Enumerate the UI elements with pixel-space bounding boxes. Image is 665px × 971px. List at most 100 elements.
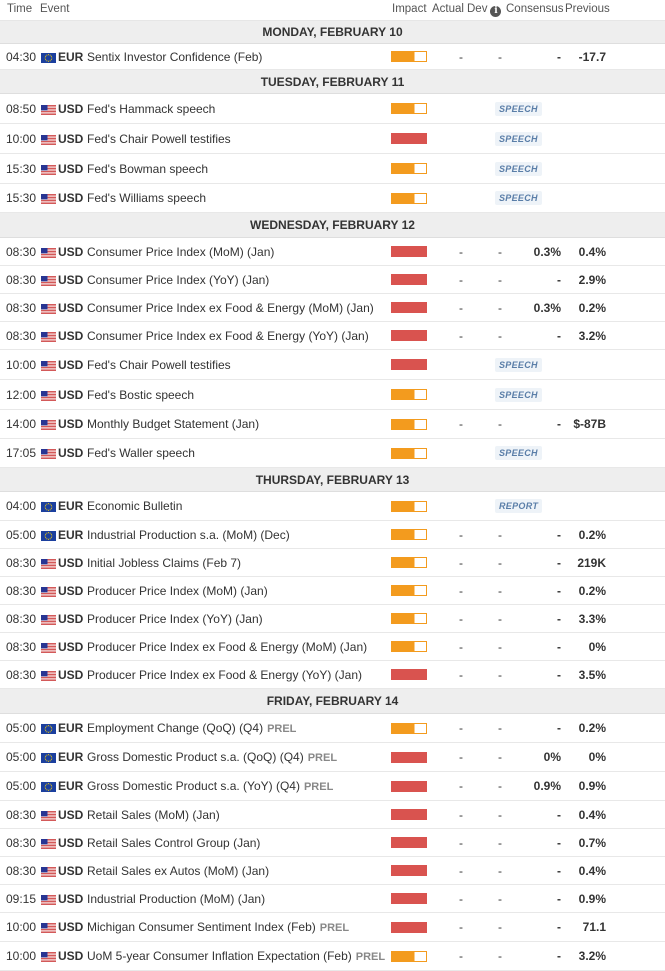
event-name-cell[interactable]: Monthly Budget Statement (Jan) xyxy=(87,417,259,431)
event-name[interactable]: Fed's Chair Powell testifies xyxy=(87,358,231,372)
event-name[interactable]: Gross Domestic Product s.a. (YoY) (Q4) xyxy=(87,779,300,793)
event-name[interactable]: Producer Price Index (YoY) (Jan) xyxy=(87,612,263,626)
column-header-previous[interactable]: Previous xyxy=(565,3,610,15)
event-name-cell[interactable]: Fed's Bowman speech xyxy=(87,162,208,176)
event-time: 10:00 xyxy=(6,920,37,934)
event-name-cell[interactable]: Consumer Price Index ex Food & Energy (M… xyxy=(87,301,374,315)
event-name-cell[interactable]: Initial Jobless Claims (Feb 7) xyxy=(87,556,241,570)
event-name[interactable]: Retail Sales ex Autos (MoM) (Jan) xyxy=(87,864,270,878)
event-name[interactable]: Producer Price Index ex Food & Energy (M… xyxy=(87,640,368,654)
event-name-cell[interactable]: Fed's Bostic speech xyxy=(87,388,194,402)
column-header-impact[interactable]: Impact xyxy=(392,3,427,15)
event-name-cell[interactable]: Economic Bulletin xyxy=(87,499,182,513)
info-icon[interactable]: i xyxy=(490,6,502,17)
event-row[interactable]: 05:00 EUR Industrial Production s.a. (MoM)… xyxy=(0,521,665,549)
event-name[interactable]: Retail Sales (MoM) (Jan) xyxy=(87,808,220,822)
event-row[interactable]: 10:00 USD Fed's Chair Powell testifies SPEE… xyxy=(0,350,665,380)
event-name[interactable]: Consumer Price Index (MoM) (Jan) xyxy=(87,245,275,259)
event-name[interactable]: Michigan Consumer Sentiment Index (Feb) xyxy=(87,920,316,934)
event-row[interactable]: 08:30 USD Consumer Price Index (MoM) (Jan)… xyxy=(0,238,665,266)
event-row[interactable]: 08:30 USD Consumer Price Index ex Food & E… xyxy=(0,322,665,350)
event-name-cell[interactable]: Producer Price Index ex Food & Energy (M… xyxy=(87,640,367,654)
event-row[interactable]: 08:30 USD Initial Jobless Claims (Feb 7) - -… xyxy=(0,549,665,577)
event-row[interactable]: 10:00 USD Fed's Chair Powell testifies SPEE… xyxy=(0,124,665,154)
event-name[interactable]: Producer Price Index ex Food & Energy (Y… xyxy=(87,668,363,682)
event-name[interactable]: Consumer Price Index (YoY) (Jan) xyxy=(87,273,270,287)
column-header-actual[interactable]: Actual xyxy=(432,3,464,15)
event-name[interactable]: Fed's Bowman speech xyxy=(87,162,209,176)
us-flag-icon xyxy=(41,951,56,962)
event-name[interactable]: UoM 5-year Consumer Inflation Expectatio… xyxy=(87,949,352,963)
event-row[interactable]: 10:00 USD Michigan Consumer Sentiment Inde… xyxy=(0,913,665,942)
column-header-dev[interactable]: Dev i xyxy=(467,3,502,17)
event-name[interactable]: Consumer Price Index ex Food & Energy (M… xyxy=(87,301,374,315)
event-name-cell[interactable]: Retail Sales Control Group (Jan) xyxy=(87,836,260,850)
event-name-cell[interactable]: Fed's Williams speech xyxy=(87,191,206,205)
event-row[interactable]: 12:00 USD Fed's Bostic speech SPEECH xyxy=(0,380,665,410)
column-header-time[interactable]: Time xyxy=(7,3,33,15)
event-name-cell[interactable]: Fed's Chair Powell testifies xyxy=(87,358,231,372)
event-name[interactable]: Producer Price Index (MoM) (Jan) xyxy=(87,584,268,598)
event-row[interactable]: 08:30 USD Producer Price Index (MoM) (Jan)… xyxy=(0,577,665,605)
event-name[interactable]: Gross Domestic Product s.a. (QoQ) (Q4) xyxy=(87,750,304,764)
event-name[interactable]: Initial Jobless Claims (Feb 7) xyxy=(87,556,242,570)
event-row[interactable]: 08:30 USD Producer Price Index (YoY) (Jan)… xyxy=(0,605,665,633)
event-name-cell[interactable]: Consumer Price Index (YoY) (Jan) xyxy=(87,273,269,287)
event-row[interactable]: 08:30 USD Producer Price Index ex Food & E… xyxy=(0,633,665,661)
event-row[interactable]: 10:00 USD UoM 5-year Consumer Inflation Ex… xyxy=(0,942,665,971)
column-header-consensus[interactable]: Consensus xyxy=(506,3,564,15)
event-name[interactable]: Fed's Williams speech xyxy=(87,191,206,205)
event-row[interactable]: 04:00 EUR Economic Bulletin REPORT xyxy=(0,492,665,521)
event-name-cell[interactable]: Gross Domestic Product s.a. (YoY) (Q4) PR… xyxy=(87,779,333,793)
event-row[interactable]: 09:15 USD Industrial Production (MoM) (Jan… xyxy=(0,885,665,913)
event-name[interactable]: Monthly Budget Statement (Jan) xyxy=(87,417,260,431)
event-name-cell[interactable]: Sentix Investor Confidence (Feb) xyxy=(87,50,262,64)
event-name[interactable]: Fed's Waller speech xyxy=(87,446,195,460)
event-row[interactable]: 15:30 USD Fed's Bowman speech SPEECH xyxy=(0,154,665,184)
event-name-cell[interactable]: Producer Price Index (YoY) (Jan) xyxy=(87,612,263,626)
event-currency: USD xyxy=(58,949,84,963)
event-name-cell[interactable]: Gross Domestic Product s.a. (QoQ) (Q4) PR… xyxy=(87,750,337,764)
event-name[interactable]: Economic Bulletin xyxy=(87,499,183,513)
event-row[interactable]: 15:30 USD Fed's Williams speech SPEECH xyxy=(0,184,665,213)
event-row[interactable]: 08:30 USD Producer Price Index ex Food & E… xyxy=(0,661,665,689)
event-row[interactable]: 04:30 EUR Sentix Investor Confidence (Feb)… xyxy=(0,44,665,70)
event-name-cell[interactable]: Consumer Price Index (MoM) (Jan) xyxy=(87,245,274,259)
event-name-cell[interactable]: Fed's Waller speech xyxy=(87,446,195,460)
event-name-cell[interactable]: UoM 5-year Consumer Inflation Expectatio… xyxy=(87,949,385,963)
event-time: 08:50 xyxy=(6,102,37,116)
column-header-event[interactable]: Event xyxy=(40,3,70,15)
event-name-cell[interactable]: Retail Sales (MoM) (Jan) xyxy=(87,808,220,822)
event-name-cell[interactable]: Consumer Price Index ex Food & Energy (Y… xyxy=(87,329,369,343)
event-name[interactable]: Fed's Bostic speech xyxy=(87,388,195,402)
event-row[interactable]: 05:00 EUR Employment Change (QoQ) (Q4) PREL… xyxy=(0,714,665,743)
event-name-cell[interactable]: Producer Price Index ex Food & Energy (Y… xyxy=(87,668,362,682)
event-row[interactable]: 08:30 USD Consumer Price Index ex Food & E… xyxy=(0,294,665,322)
event-row[interactable]: 17:05 USD Fed's Waller speech SPEECH xyxy=(0,439,665,468)
event-row[interactable]: 05:00 EUR Gross Domestic Product s.a. (YoY… xyxy=(0,772,665,801)
event-name-cell[interactable]: Fed's Hammack speech xyxy=(87,102,215,116)
event-name[interactable]: Industrial Production s.a. (MoM) (Dec) xyxy=(87,528,290,542)
event-name-cell[interactable]: Retail Sales ex Autos (MoM) (Jan) xyxy=(87,864,269,878)
event-row[interactable]: 05:00 EUR Gross Domestic Product s.a. (QoQ… xyxy=(0,743,665,772)
event-row[interactable]: 08:50 USD Fed's Hammack speech SPEECH xyxy=(0,94,665,124)
event-name-cell[interactable]: Michigan Consumer Sentiment Index (Feb) P… xyxy=(87,920,349,934)
event-name[interactable]: Employment Change (QoQ) (Q4) xyxy=(87,721,264,735)
event-row[interactable]: 08:30 USD Retail Sales (MoM) (Jan) - - - 0.4% xyxy=(0,801,665,829)
event-time: 05:00 xyxy=(6,779,37,793)
event-row[interactable]: 08:30 USD Retail Sales ex Autos (MoM) (Jan… xyxy=(0,857,665,885)
event-row[interactable]: 08:30 USD Retail Sales Control Group (Jan)… xyxy=(0,829,665,857)
event-name-cell[interactable]: Industrial Production (MoM) (Jan) xyxy=(87,892,265,906)
event-name[interactable]: Consumer Price Index ex Food & Energy (Y… xyxy=(87,329,369,343)
event-name-cell[interactable]: Producer Price Index (MoM) (Jan) xyxy=(87,584,268,598)
event-name[interactable]: Sentix Investor Confidence (Feb) xyxy=(87,50,263,64)
event-name-cell[interactable]: Industrial Production s.a. (MoM) (Dec) xyxy=(87,528,290,542)
event-name-cell[interactable]: Fed's Chair Powell testifies xyxy=(87,132,231,146)
event-name[interactable]: Fed's Hammack speech xyxy=(87,102,216,116)
event-row[interactable]: 08:30 USD Consumer Price Index (YoY) (Jan)… xyxy=(0,266,665,294)
event-name[interactable]: Retail Sales Control Group (Jan) xyxy=(87,836,261,850)
event-name[interactable]: Fed's Chair Powell testifies xyxy=(87,132,231,146)
event-row[interactable]: 14:00 USD Monthly Budget Statement (Jan) - -… xyxy=(0,410,665,439)
event-name[interactable]: Industrial Production (MoM) (Jan) xyxy=(87,892,266,906)
event-name-cell[interactable]: Employment Change (QoQ) (Q4) PREL xyxy=(87,721,296,735)
